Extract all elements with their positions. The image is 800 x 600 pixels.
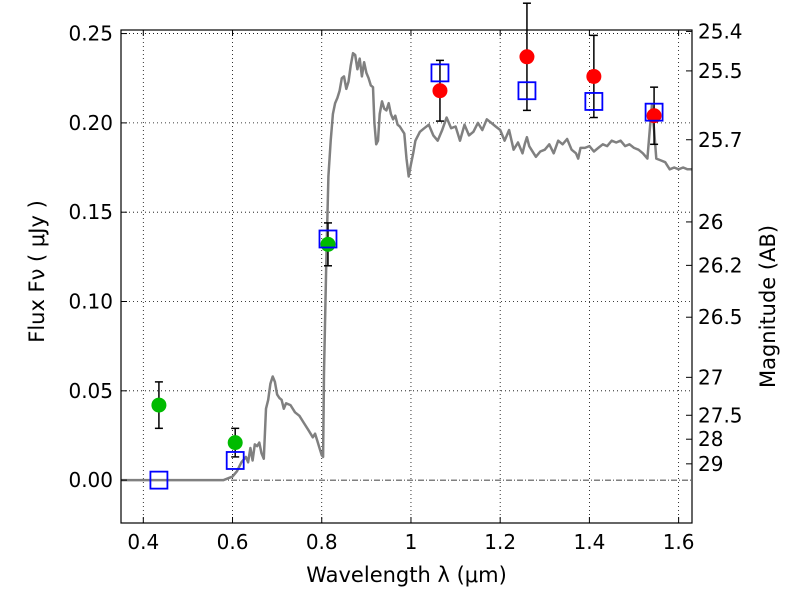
y-tick-label: 0.10 [68,290,113,314]
x-tick-label: 0.8 [306,530,338,554]
magnitude-tick-label: 29 [698,452,723,476]
model-photometry-square [584,92,604,111]
magnitude-tick-label: 26 [698,210,723,234]
magnitude-axis-title: Magnitude (AB) [756,225,780,388]
model-photometry-square [644,102,664,122]
plot-frame [120,29,693,524]
x-tick-label: 1.2 [484,530,516,554]
y-tick-label: 0.20 [68,111,113,135]
x-tick-label: 1.4 [573,530,605,554]
x-tick-label: 0.4 [127,530,159,554]
magnitude-tick-label: 25.4 [698,19,743,43]
x-tick-label: 1 [405,530,418,554]
red-data-point [519,49,535,65]
x-tick-label: 1.6 [663,530,695,554]
model-photometry-square [430,63,450,83]
y-tick-label: 0.00 [68,468,113,492]
magnitude-tick-label: 26.2 [698,253,743,277]
green-data-point [227,435,243,451]
model-photometry-square [225,451,245,470]
model-spectrum-line [121,51,692,482]
red-data-point [586,68,602,84]
grid [121,30,692,523]
model-photometry-square [517,81,537,101]
model-spectrum-layer [121,51,692,482]
model-photometry-square [318,229,338,249]
magnitude-tick-label: 26.5 [698,305,743,329]
y-tick-label: 0.15 [68,200,113,224]
y-tick-label: 0.25 [68,22,113,46]
y-axis-title: Flux Fν ( μJy ) [25,200,49,343]
red-data-point [432,83,448,99]
y-tick-label: 0.05 [68,379,113,403]
magnitude-tick-label: 27.5 [698,403,743,427]
x-tick-label: 0.6 [217,530,249,554]
magnitude-tick-label: 25.7 [698,128,743,152]
green-data-point [151,397,167,413]
magnitude-tick-label: 28 [698,427,723,451]
green-data-point [320,236,336,252]
ticks: 0.4 0.6 0.8 1 1.2 1.4 1.6 0.00 0.05 0.10 0.15 0.20 0… [68,19,742,554]
x-axis-title: Wavelength λ (μm) [306,563,507,587]
magnitude-tick-label: 25.5 [698,59,743,83]
magnitude-tick-label: 27 [698,365,723,389]
model-photometry-square [149,470,169,490]
data-points-layer [149,2,664,490]
red-data-point [646,108,662,124]
